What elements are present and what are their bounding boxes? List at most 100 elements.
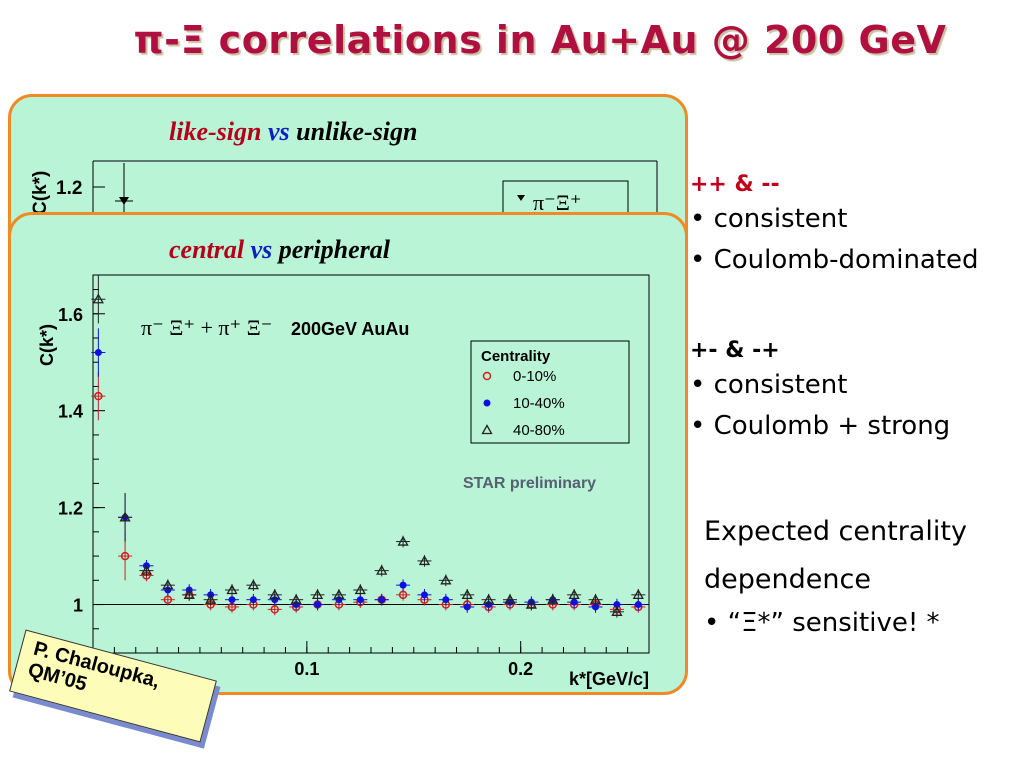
back-y-label: C(k*) xyxy=(30,171,51,215)
back-legend-marker xyxy=(517,195,525,201)
data-point xyxy=(140,564,153,575)
data-point xyxy=(463,603,471,611)
unlike-sign-notes: +- & -+ • consistent • Coulomb + strong xyxy=(690,338,950,447)
data-point xyxy=(613,601,621,609)
data-point xyxy=(398,590,408,600)
data-point xyxy=(440,574,452,585)
data-point xyxy=(525,598,537,609)
unlike-item-2-text: Coulomb + strong xyxy=(713,411,951,441)
unlike-item-1: • consistent xyxy=(690,370,848,400)
data-point xyxy=(311,589,324,599)
title-like-sign: like-sign xyxy=(169,117,262,146)
back-legend-box xyxy=(502,180,629,227)
title-peripheral: peripheral xyxy=(278,235,391,264)
like-item-2-text: Coulomb-dominated xyxy=(713,245,979,275)
title-vs: vs xyxy=(267,117,290,146)
like-unlike-title: like-sign vs unlike-sign xyxy=(169,117,418,147)
data-point xyxy=(483,593,495,604)
legend-title: Centrality xyxy=(481,348,551,365)
x-tick-label: 0.2 xyxy=(508,659,533,679)
data-point xyxy=(570,598,578,606)
title-vs-2: vs xyxy=(250,235,273,264)
legend-marker xyxy=(481,424,493,435)
data-point xyxy=(399,581,407,589)
back-point-marker xyxy=(119,197,129,205)
unlike-item-1-text: consistent xyxy=(713,370,848,400)
data-point xyxy=(162,579,174,590)
data-point xyxy=(119,511,131,522)
series-40-80% xyxy=(91,275,646,618)
data-point xyxy=(461,589,473,599)
legend-marker xyxy=(483,399,491,407)
data-point xyxy=(611,605,623,616)
y-axis-label: C(k*) xyxy=(37,324,57,366)
data-point xyxy=(226,584,238,595)
slide-title: π-Ξ correlations in Au+Au @ 200 GeV xyxy=(133,18,947,62)
data-point xyxy=(354,584,366,595)
reaction-label: π⁻ Ξ⁺ + π⁺ Ξ⁻ xyxy=(141,315,272,340)
like-sign-notes: ++ & -- • consistent • Coulomb-dominated xyxy=(690,172,979,281)
expected-note: Expected centrality dependence xyxy=(704,508,967,604)
like-sign-heading: ++ & -- xyxy=(690,172,780,197)
data-point xyxy=(420,591,428,599)
data-point xyxy=(397,535,409,546)
data-point xyxy=(163,595,173,604)
data-point xyxy=(632,589,644,599)
data-point xyxy=(120,551,130,561)
data-point xyxy=(376,564,388,575)
like-item-1: • consistent xyxy=(690,204,848,234)
x-tick-label: 0.1 xyxy=(294,659,319,679)
data-point xyxy=(378,596,386,604)
title-unlike-sign: unlike-sign xyxy=(296,117,418,146)
back-y-tick-label: 1.2 xyxy=(56,178,82,199)
data-point xyxy=(94,349,102,357)
legend-label: 40-80% xyxy=(513,422,565,439)
legend-box xyxy=(470,340,630,444)
like-item-2: • Coulomb-dominated xyxy=(690,245,979,275)
like-item-1-text: consistent xyxy=(713,204,848,234)
data-point xyxy=(269,589,281,599)
data-point xyxy=(547,593,559,604)
data-point xyxy=(205,593,217,604)
data-point xyxy=(94,391,103,401)
legend-label: 10-40% xyxy=(513,395,565,412)
data-point xyxy=(333,589,345,599)
legend-label: 0-10% xyxy=(513,368,556,385)
data-point xyxy=(314,601,322,609)
data-point xyxy=(92,293,104,304)
title-central: central xyxy=(169,235,245,264)
sensitive-text: “Ξ*” sensitive! * xyxy=(727,608,940,638)
data-point xyxy=(589,593,602,604)
data-point xyxy=(249,596,257,604)
data-point xyxy=(270,605,280,614)
data-point xyxy=(183,589,195,599)
data-point xyxy=(356,596,364,604)
centrality-plot: 11.21.41.600.10.2k*[GeV/c]C(k*) π⁻ Ξ⁺ + … xyxy=(37,274,650,689)
y-tick-label: 1.2 xyxy=(58,499,83,519)
data-point xyxy=(442,596,450,604)
data-point xyxy=(290,593,302,604)
sensitive-note: • “Ξ*” sensitive! * xyxy=(704,608,940,638)
unlike-item-2: • Coulomb + strong xyxy=(690,411,951,441)
series-10-40% xyxy=(91,328,646,613)
central-peripheral-panel: central vs peripheral 11.21.41.600.10.2k… xyxy=(8,212,688,695)
star-preliminary: STAR preliminary xyxy=(463,475,596,492)
energy-label: 200GeV AuAu xyxy=(291,319,409,339)
data-point xyxy=(228,596,236,604)
legend-marker xyxy=(482,371,492,381)
x-axis-label: k*[GeV/c] xyxy=(569,669,649,689)
data-point xyxy=(247,579,259,590)
data-point xyxy=(634,601,642,609)
data-point xyxy=(592,603,600,611)
y-tick-label: 1.4 xyxy=(58,402,83,422)
back-legend-label: π⁻Ξ⁺ xyxy=(533,190,581,215)
data-point xyxy=(418,555,431,566)
data-point xyxy=(504,593,516,604)
y-tick-label: 1.6 xyxy=(58,305,83,325)
expected-line-2: dependence xyxy=(704,564,871,595)
unlike-sign-heading: +- & -+ xyxy=(690,338,780,363)
like-unlike-plot: 1.2 C(k*) π⁻Ξ⁺ xyxy=(30,160,658,227)
data-point xyxy=(568,589,580,599)
y-tick-label: 1 xyxy=(73,596,83,616)
central-peripheral-title: central vs peripheral xyxy=(169,235,390,265)
